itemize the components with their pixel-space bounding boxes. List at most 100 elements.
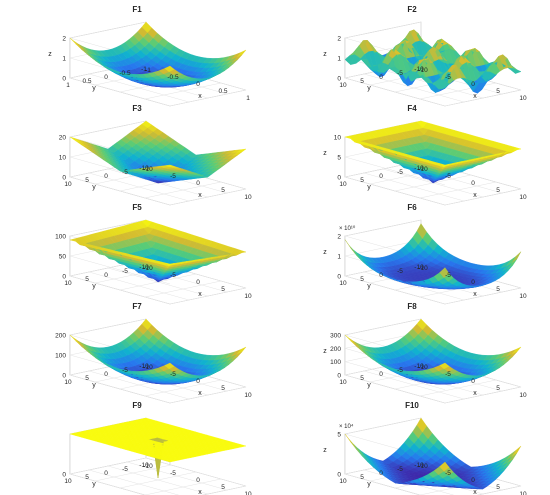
surface-cell bbox=[69, 238, 80, 245]
y-tick-label: 5 bbox=[360, 474, 364, 481]
panel-f2: F2 0 1 2 z 10 5 0 -5 -10 y -10 -5 0 5 10 x bbox=[323, 5, 527, 107]
ygrid-floor bbox=[344, 176, 446, 206]
z-axis-label: z bbox=[323, 249, 327, 256]
x-tick-label: 10 bbox=[519, 95, 527, 102]
ygrid-floor bbox=[69, 275, 171, 305]
y-tick-label: 10 bbox=[64, 181, 72, 188]
x-tick-label: 5 bbox=[221, 484, 225, 491]
x-axis-label: x bbox=[198, 291, 202, 298]
zgrid-xz bbox=[69, 255, 171, 285]
surface-cell bbox=[344, 135, 355, 143]
x-tick-label: 0 bbox=[196, 81, 200, 88]
x-tick-label: -10 bbox=[143, 463, 153, 470]
x-tick-label: -5 bbox=[170, 173, 176, 180]
xgrid-floor bbox=[169, 287, 247, 305]
surface-cell bbox=[511, 445, 522, 458]
x-tick-label: -5 bbox=[445, 74, 451, 81]
ygrid-floor bbox=[88, 271, 190, 301]
x-axis-label: x bbox=[473, 192, 477, 199]
y-tick-label: 0 bbox=[379, 470, 383, 477]
x-tick-label: 0 bbox=[471, 477, 475, 484]
x-tick-label: 10 bbox=[519, 491, 527, 495]
x-tick-label: 0 bbox=[471, 180, 475, 187]
z-axis-label: z bbox=[323, 150, 327, 157]
y-tick-label: 5 bbox=[360, 375, 364, 382]
z-tick-label: 300 bbox=[330, 333, 341, 340]
x-tick-label: -10 bbox=[418, 166, 428, 173]
y-tick-label: -5 bbox=[122, 268, 128, 275]
panel-title: F1 bbox=[132, 5, 142, 14]
z-tick-label: 200 bbox=[55, 333, 66, 340]
x-tick-label: -0.5 bbox=[167, 74, 179, 81]
panel-title: F7 bbox=[132, 302, 142, 311]
y-axis-label: y bbox=[367, 283, 371, 290]
z-tick-label: 2 bbox=[62, 36, 66, 43]
x-axis-label: x bbox=[198, 489, 202, 495]
y-tick-label: 10 bbox=[64, 280, 72, 287]
x-tick-label: 10 bbox=[519, 392, 527, 399]
x-tick-label: -10 bbox=[418, 265, 428, 272]
z-scale-exponent: × 10¹⁰ bbox=[339, 225, 356, 232]
x-tick-label: 0 bbox=[196, 477, 200, 484]
y-tick-label: 10 bbox=[64, 379, 72, 386]
xgrid-floor bbox=[144, 181, 222, 199]
y-tick-label: 5 bbox=[85, 375, 89, 382]
y-tick-label: 5 bbox=[360, 276, 364, 283]
x-tick-label: 0.5 bbox=[218, 88, 227, 95]
y-tick-label: 5 bbox=[360, 177, 364, 184]
x-tick-label: 5 bbox=[221, 286, 225, 293]
y-axis-label: y bbox=[92, 283, 96, 290]
ygrid-floor bbox=[363, 271, 465, 301]
y-tick-label: -10 bbox=[139, 264, 149, 271]
panel-title: F10 bbox=[405, 401, 419, 410]
z-tick-label: 100 bbox=[330, 359, 341, 366]
z-tick-label: 100 bbox=[55, 234, 66, 241]
x-tick-label: -5 bbox=[170, 470, 176, 477]
z-tick-label: 0 bbox=[62, 274, 66, 281]
y-tick-label: -5 bbox=[122, 466, 128, 473]
x-tick-label: 5 bbox=[496, 286, 500, 293]
x-axis-label: x bbox=[473, 291, 477, 298]
y-tick-label: -5 bbox=[397, 268, 403, 275]
y-tick-label: -10 bbox=[414, 66, 424, 73]
x-tick-label: -5 bbox=[445, 371, 451, 378]
x-tick-label: 5 bbox=[496, 187, 500, 194]
zgrid-yz bbox=[344, 21, 422, 39]
y-axis-label: y bbox=[367, 481, 371, 488]
z-tick-label: 0 bbox=[62, 76, 66, 83]
z-tick-label: 1 bbox=[337, 254, 341, 261]
x-tick-label: 10 bbox=[519, 293, 527, 300]
surface-mesh bbox=[69, 219, 247, 283]
panel-title: F3 bbox=[132, 104, 142, 113]
xgrid-floor bbox=[169, 89, 247, 107]
x-tick-label: 5 bbox=[221, 385, 225, 392]
y-tick-label: -5 bbox=[397, 367, 403, 374]
ygrid-floor bbox=[69, 176, 171, 206]
xgrid-floor bbox=[144, 82, 222, 100]
xgrid-floor bbox=[144, 280, 222, 298]
x-tick-label: -10 bbox=[418, 67, 428, 74]
ygrid-floor bbox=[88, 172, 190, 202]
xgrid-floor bbox=[444, 188, 522, 206]
x-tick-label: 0 bbox=[471, 279, 475, 286]
y-axis-label: y bbox=[367, 382, 371, 389]
surface-mesh bbox=[344, 223, 522, 290]
x-tick-label: 10 bbox=[244, 194, 252, 201]
x-axis-label: x bbox=[473, 390, 477, 397]
ygrid-floor bbox=[344, 77, 446, 107]
z-tick-label: 5 bbox=[337, 155, 341, 162]
zgrid-yz bbox=[69, 219, 147, 237]
z-tick-label: 2 bbox=[337, 234, 341, 241]
panel-title: F4 bbox=[407, 104, 417, 113]
y-tick-label: 10 bbox=[339, 181, 347, 188]
x-tick-label: 0 bbox=[471, 378, 475, 385]
x-axis-label: x bbox=[198, 192, 202, 199]
surface-mesh bbox=[69, 21, 247, 88]
x-tick-label: 10 bbox=[519, 194, 527, 201]
y-tick-label: 0 bbox=[104, 371, 108, 378]
y-tick-label: -5 bbox=[122, 169, 128, 176]
y-tick-label: -5 bbox=[397, 70, 403, 77]
